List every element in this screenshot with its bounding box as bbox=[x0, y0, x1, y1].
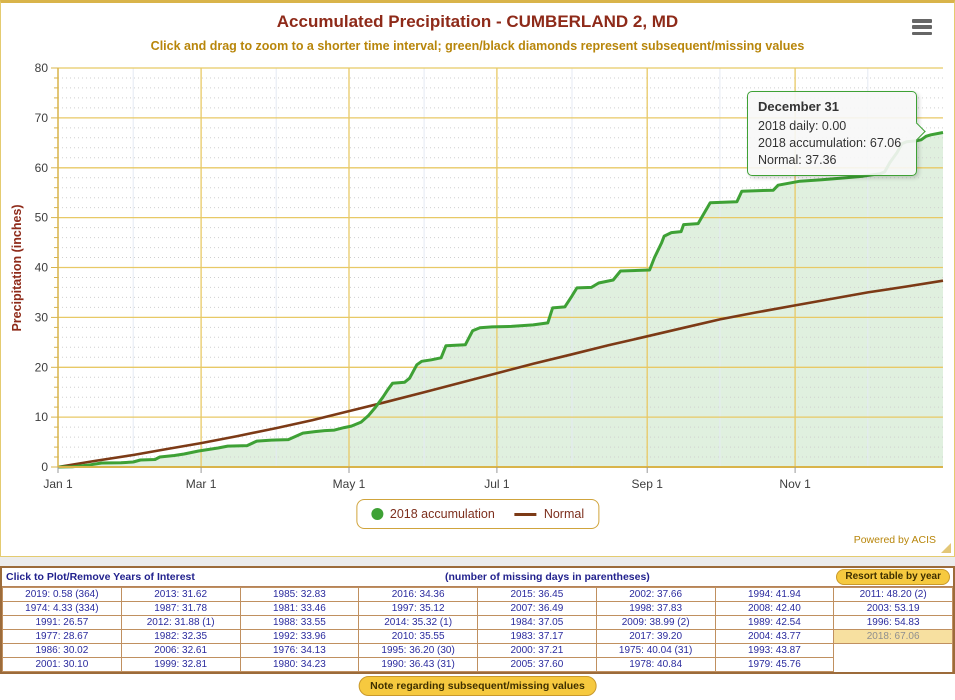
year-cell[interactable]: 2013: 31.62 bbox=[120, 587, 241, 602]
legend-item-2018-accumulation[interactable]: 2018 accumulation bbox=[370, 507, 495, 521]
years-table-header: Click to Plot/Remove Years of Interest (… bbox=[2, 568, 953, 587]
year-cell[interactable]: 2016: 34.36 bbox=[358, 587, 478, 602]
year-cell[interactable]: 2009: 38.99 (2) bbox=[595, 615, 716, 630]
svg-text:20: 20 bbox=[35, 360, 49, 374]
year-cell[interactable]: 2001: 30.10 bbox=[2, 657, 122, 672]
year-cell[interactable]: 1979: 45.76 bbox=[714, 657, 835, 672]
plot-area[interactable]: 0 10 20 30 40 50 60 70 80 Jan 1 Mar 1 May 1 Jul 1 Sep… bbox=[1, 3, 955, 498]
line-swatch-icon bbox=[514, 512, 537, 516]
year-cell[interactable]: 1983: 37.17 bbox=[477, 629, 597, 644]
year-cell-highlighted[interactable]: 2018: 67.06 bbox=[833, 629, 953, 644]
years-value-grid: 2019: 0.58 (364) 2013: 31.62 1985: 32.83 20… bbox=[2, 587, 953, 672]
tooltip-normal: Normal: 37.36 bbox=[758, 152, 837, 167]
chart-tooltip: December 31 2018 daily: 0.00 2018 accumu… bbox=[747, 91, 926, 177]
year-cell[interactable]: 1987: 31.78 bbox=[120, 601, 241, 616]
year-cell[interactable]: 2004: 43.77 bbox=[714, 629, 835, 644]
svg-text:80: 80 bbox=[35, 61, 49, 75]
year-cell[interactable]: 1996: 54.83 bbox=[833, 615, 953, 630]
empty-cell bbox=[833, 657, 953, 672]
svg-text:May 1: May 1 bbox=[333, 477, 366, 491]
table-row: 1974: 4.33 (334) 1987: 31.78 1981: 33.46 19… bbox=[2, 601, 953, 616]
svg-text:Sep 1: Sep 1 bbox=[632, 477, 664, 491]
resize-handle-icon[interactable] bbox=[941, 543, 951, 553]
svg-text:0: 0 bbox=[41, 460, 48, 474]
table-row: 2019: 0.58 (364) 2013: 31.62 1985: 32.83 20… bbox=[2, 587, 953, 602]
chart-card: Accumulated Precipitation - CUMBERLAND 2… bbox=[0, 0, 955, 557]
missing-values-note-button[interactable]: Note regarding subsequent/missing values bbox=[358, 676, 597, 696]
table-row: 1977: 28.67 1982: 32.35 1992: 33.96 2010: 3… bbox=[2, 629, 953, 644]
year-cell[interactable]: 1998: 37.83 bbox=[595, 601, 716, 616]
tooltip-accumulation: 2018 accumulation: 67.06 bbox=[758, 135, 902, 150]
year-cell[interactable]: 1978: 40.84 bbox=[595, 657, 716, 672]
years-table: Click to Plot/Remove Years of Interest (… bbox=[0, 566, 955, 674]
year-cell[interactable]: 1976: 34.13 bbox=[239, 643, 360, 658]
year-cell[interactable]: 2010: 35.55 bbox=[358, 629, 478, 644]
svg-text:Nov 1: Nov 1 bbox=[779, 477, 811, 491]
svg-text:50: 50 bbox=[35, 211, 49, 225]
year-cell[interactable]: 2007: 36.49 bbox=[477, 601, 597, 616]
table-row: 1986: 30.02 2006: 32.61 1976: 34.13 1995: 3… bbox=[2, 643, 953, 658]
legend-label-normal: Normal bbox=[543, 507, 585, 521]
year-cell[interactable]: 2008: 42.40 bbox=[714, 601, 835, 616]
year-cell[interactable]: 2012: 31.88 (1) bbox=[120, 615, 241, 630]
svg-text:Jul 1: Jul 1 bbox=[484, 477, 510, 491]
year-cell[interactable]: 2011: 48.20 (2) bbox=[833, 587, 953, 602]
table-row: 2001: 30.10 1999: 32.81 1980: 34.23 1990: 3… bbox=[2, 657, 953, 672]
year-cell[interactable]: 1990: 36.43 (31) bbox=[358, 657, 478, 672]
tooltip-date: December 31 bbox=[758, 99, 839, 114]
powered-by-acis-link[interactable]: Powered by ACIS bbox=[853, 534, 936, 546]
svg-text:60: 60 bbox=[35, 161, 49, 175]
year-cell[interactable]: 1975: 40.04 (31) bbox=[595, 643, 716, 658]
year-cell[interactable]: 1986: 30.02 bbox=[2, 643, 122, 658]
year-cell[interactable]: 1980: 34.23 bbox=[239, 657, 360, 672]
green-circle-icon bbox=[370, 508, 383, 520]
svg-text:70: 70 bbox=[35, 111, 49, 125]
year-cell[interactable]: 1981: 33.46 bbox=[239, 601, 360, 616]
chart-subtitle: Click and drag to zoom to a shorter time… bbox=[150, 39, 805, 53]
tooltip-daily: 2018 daily: 0.00 bbox=[758, 119, 847, 133]
table-row: 1991: 26.57 2012: 31.88 (1) 1988: 33.55 201… bbox=[2, 615, 953, 630]
year-cell[interactable]: 2019: 0.58 (364) bbox=[2, 587, 122, 602]
svg-text:Mar 1: Mar 1 bbox=[186, 477, 217, 491]
year-cell[interactable]: 1989: 42.54 bbox=[714, 615, 835, 630]
year-cell[interactable]: 1985: 32.83 bbox=[239, 587, 360, 602]
legend-item-normal[interactable]: Normal bbox=[514, 507, 585, 521]
year-cell[interactable]: 1992: 33.96 bbox=[239, 629, 360, 644]
year-cell[interactable]: 1995: 36.20 (30) bbox=[358, 643, 478, 658]
table-header-instruction: Click to Plot/Remove Years of Interest bbox=[6, 571, 195, 583]
year-cell[interactable]: 1988: 33.55 bbox=[239, 615, 360, 630]
year-cell[interactable]: 1993: 43.87 bbox=[714, 643, 835, 658]
year-cell[interactable]: 1997: 35.12 bbox=[358, 601, 478, 616]
chart-menu-button[interactable] bbox=[912, 19, 932, 35]
svg-text:40: 40 bbox=[35, 261, 49, 275]
year-cell[interactable]: 2006: 32.61 bbox=[120, 643, 241, 658]
svg-text:Precipitation (inches): Precipitation (inches) bbox=[10, 204, 24, 331]
legend: 2018 accumulation Normal bbox=[355, 499, 600, 529]
chart-title: Accumulated Precipitation - CUMBERLAND 2… bbox=[276, 12, 679, 31]
year-cell[interactable]: 2000: 37.21 bbox=[477, 643, 597, 658]
year-cell[interactable]: 1974: 4.33 (334) bbox=[2, 601, 122, 616]
year-cell[interactable]: 2005: 37.60 bbox=[477, 657, 597, 672]
year-cell[interactable]: 2003: 53.19 bbox=[833, 601, 953, 616]
year-cell[interactable]: 1994: 41.94 bbox=[714, 587, 835, 602]
year-cell[interactable]: 2014: 35.32 (1) bbox=[358, 615, 478, 630]
year-cell[interactable]: 2002: 37.66 bbox=[595, 587, 716, 602]
section-divider bbox=[0, 557, 955, 566]
svg-text:Jan 1: Jan 1 bbox=[43, 477, 73, 491]
legend-label-accumulation: 2018 accumulation bbox=[389, 507, 495, 521]
svg-text:10: 10 bbox=[35, 410, 49, 424]
year-cell[interactable]: 1999: 32.81 bbox=[120, 657, 241, 672]
empty-cell bbox=[833, 643, 953, 658]
resort-table-button[interactable]: Resort table by year bbox=[836, 569, 950, 585]
year-cell[interactable]: 1977: 28.67 bbox=[2, 629, 122, 644]
svg-text:30: 30 bbox=[35, 310, 49, 324]
year-cell[interactable]: 2017: 39.20 bbox=[595, 629, 716, 644]
hamburger-icon bbox=[912, 19, 932, 35]
year-cell[interactable]: 1984: 37.05 bbox=[477, 615, 597, 630]
year-cell[interactable]: 1991: 26.57 bbox=[2, 615, 122, 630]
year-cell[interactable]: 1982: 32.35 bbox=[120, 629, 241, 644]
table-header-note: (number of missing days in parentheses) bbox=[445, 571, 650, 583]
year-cell[interactable]: 2015: 36.45 bbox=[477, 587, 597, 602]
